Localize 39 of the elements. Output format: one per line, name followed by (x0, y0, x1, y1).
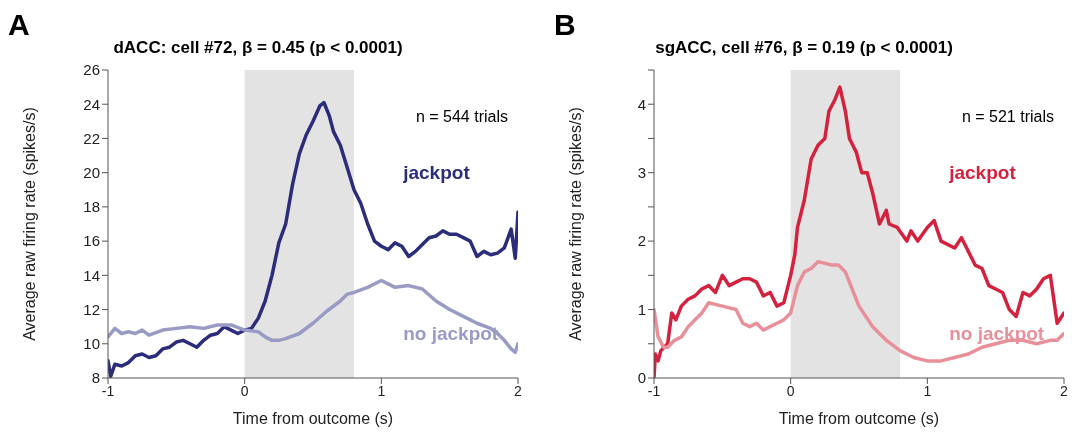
y-tick-label: 20 (83, 163, 100, 181)
x-tick-label: 0 (240, 382, 249, 399)
y-tick-label: 12 (83, 300, 100, 318)
series-label: no jackpot (949, 322, 1045, 345)
x-tick-label: 2 (514, 382, 523, 399)
x-tick-label: 0 (786, 382, 795, 399)
text: A (8, 8, 30, 42)
y-tick-label: 26 (83, 61, 100, 79)
annotation: n = 544 trials (415, 108, 508, 126)
y-tick-label: 2 (637, 232, 646, 250)
y-tick-label: 16 (83, 232, 100, 250)
x-tick-label: 1 (923, 382, 932, 399)
chart-title: sgACC, cell #76, β = 0.19 (p < 0.0001) (654, 38, 954, 58)
y-tick-label: 22 (83, 129, 100, 147)
x-axis-title: Time from outcome (s) (778, 410, 940, 427)
x-axis-title: Time from outcome (s) (232, 410, 394, 427)
y-tick-label: 14 (83, 266, 100, 284)
y-axis-title: Average raw firing rate (spikes/s) (566, 107, 584, 341)
x-tick-label: 1 (377, 382, 386, 399)
y-tick-label: 18 (83, 198, 100, 216)
annotation: n = 521 trials (961, 108, 1054, 126)
y-tick-label: 8 (91, 369, 100, 387)
y-tick-label: 24 (83, 95, 100, 113)
y-tick-label: 10 (83, 335, 100, 353)
y-axis-title: Average raw firing rate (spikes/s) (20, 107, 38, 341)
x-tick-label: -1 (101, 382, 115, 399)
line-series (654, 259, 1064, 363)
line-series (108, 278, 518, 355)
chart-title: dACC: cell #72, β = 0.45 (p < 0.0001) (112, 38, 404, 58)
text: jackpot (949, 162, 1016, 185)
series-label: no jackpot (403, 322, 499, 345)
y-tick-label: 3 (637, 163, 646, 181)
x-tick-label: 2 (1060, 382, 1069, 399)
y-tick-label: 1 (637, 300, 646, 318)
text: jackpot (403, 162, 470, 185)
x-tick-label: -1 (647, 382, 661, 399)
y-tick-label: 4 (637, 95, 646, 113)
y-tick-label: 0 (637, 369, 646, 387)
text: B (554, 8, 576, 42)
